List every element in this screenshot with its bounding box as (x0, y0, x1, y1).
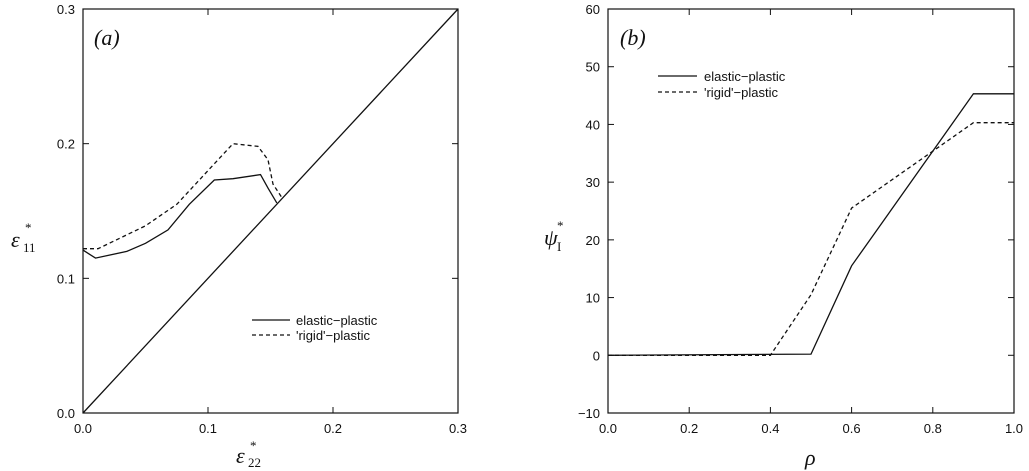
legend-a-dashed-label: 'rigid'−plastic (296, 328, 370, 343)
y-tick-label: 50 (586, 60, 600, 75)
panel-a-xlabel-main: ε (236, 443, 245, 468)
x-tick-label: 0.8 (924, 421, 942, 436)
y-tick-label: 10 (586, 291, 600, 306)
panel-a: 0.0 0.1 0.2 0.3 0.0 0.1 0.2 0.3 (a) elastic−pla… (11, 2, 467, 470)
panel-b-label: (b) (620, 25, 646, 50)
panel-b-legend: elastic−plastic 'rigid'−plastic (658, 69, 786, 100)
x-tick-label: 0.0 (74, 421, 92, 436)
panel-a-series (82, 8, 459, 414)
legend-b-solid-label: elastic−plastic (704, 69, 786, 84)
series-line-b-0 (607, 93, 1014, 356)
y-tick-label: 0.3 (57, 2, 75, 17)
panel-b-ylabel-main: ψ (544, 225, 558, 250)
y-tick-label: 0 (593, 348, 600, 363)
x-tick-label: 0.1 (199, 421, 217, 436)
panel-b-ylabel-sub: I (557, 239, 561, 254)
x-tick-label: 1.0 (1005, 421, 1023, 436)
panel-b-xlabel: ρ (804, 445, 816, 470)
panel-b-ticks: 0.0 0.2 0.4 0.6 0.8 1.0 −10 0 10 20 30 40 50 60 (578, 2, 1023, 436)
series-line-a-1 (83, 143, 283, 250)
y-tick-label: −10 (578, 406, 600, 421)
x-tick-label: 0.2 (680, 421, 698, 436)
panel-b-ylabel-sup: * (557, 218, 564, 233)
panel-a-ylabel-sup: * (25, 220, 32, 235)
y-tick-label: 20 (586, 233, 600, 248)
x-tick-label: 0.2 (324, 421, 342, 436)
x-tick-label: 0.4 (761, 421, 779, 436)
legend-b-dashed-label: 'rigid'−plastic (704, 85, 778, 100)
panel-a-xlabel-sup: * (250, 438, 257, 453)
panel-a-xlabel: ε 22 * (236, 438, 261, 470)
x-tick-label: 0.0 (599, 421, 617, 436)
y-tick-label: 0.1 (57, 271, 75, 286)
panel-b-series (607, 93, 1014, 356)
y-tick-label: 30 (586, 175, 600, 190)
x-tick-label: 0.6 (843, 421, 861, 436)
panel-a-xlabel-sub: 22 (248, 455, 261, 470)
legend-a-solid-label: elastic−plastic (296, 313, 378, 328)
series-line-a-2 (82, 8, 459, 414)
panel-a-ylabel: ε 11 * (11, 220, 36, 255)
panel-a-ylabel-main: ε (11, 227, 20, 252)
y-tick-label: 0.2 (57, 137, 75, 152)
panel-a-ticks: 0.0 0.1 0.2 0.3 0.0 0.1 0.2 0.3 (57, 2, 467, 436)
series-line-a-0 (82, 173, 278, 259)
y-tick-label: 40 (586, 117, 600, 132)
y-tick-label: 60 (586, 2, 600, 17)
panel-b: 0.0 0.2 0.4 0.6 0.8 1.0 −10 0 10 20 30 40 50 60 (b) e… (544, 2, 1023, 470)
panel-b-ylabel: ψ I * (544, 218, 564, 254)
y-tick-label: 0.0 (57, 406, 75, 421)
panel-a-frame (82, 8, 459, 414)
x-tick-label: 0.3 (449, 421, 467, 436)
panel-a-ylabel-sub: 11 (23, 240, 36, 255)
panel-b-frame (607, 8, 1015, 414)
series-line-b-1 (608, 122, 1014, 356)
panel-a-legend: elastic−plastic 'rigid'−plastic (252, 313, 378, 343)
panel-a-label: (a) (94, 25, 120, 50)
